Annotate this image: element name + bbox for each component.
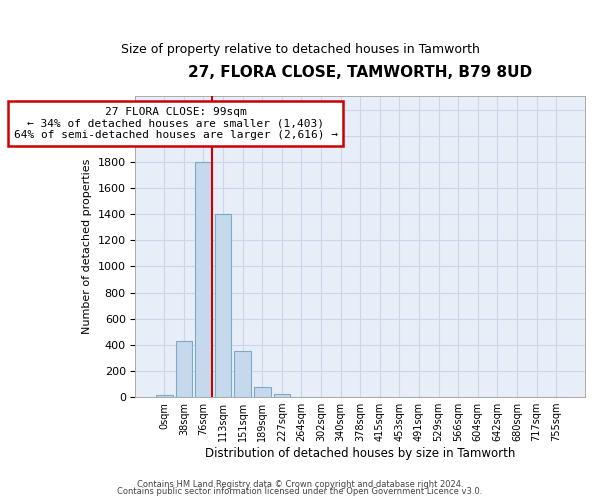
X-axis label: Distribution of detached houses by size in Tamworth: Distribution of detached houses by size …	[205, 447, 515, 460]
Text: 27 FLORA CLOSE: 99sqm
← 34% of detached houses are smaller (1,403)
64% of semi-d: 27 FLORA CLOSE: 99sqm ← 34% of detached …	[14, 107, 338, 140]
Bar	[274, 394, 290, 397]
Text: Contains public sector information licensed under the Open Government Licence v3: Contains public sector information licen…	[118, 487, 482, 496]
Y-axis label: Number of detached properties: Number of detached properties	[82, 159, 92, 334]
Bar	[176, 341, 192, 397]
Bar	[156, 395, 173, 397]
Title: 27, FLORA CLOSE, TAMWORTH, B79 8UD: 27, FLORA CLOSE, TAMWORTH, B79 8UD	[188, 65, 532, 80]
Bar	[195, 162, 212, 397]
Bar	[235, 352, 251, 397]
Text: Size of property relative to detached houses in Tamworth: Size of property relative to detached ho…	[121, 42, 479, 56]
Text: Contains HM Land Registry data © Crown copyright and database right 2024.: Contains HM Land Registry data © Crown c…	[137, 480, 463, 489]
Bar	[254, 386, 271, 397]
Bar	[215, 214, 232, 397]
